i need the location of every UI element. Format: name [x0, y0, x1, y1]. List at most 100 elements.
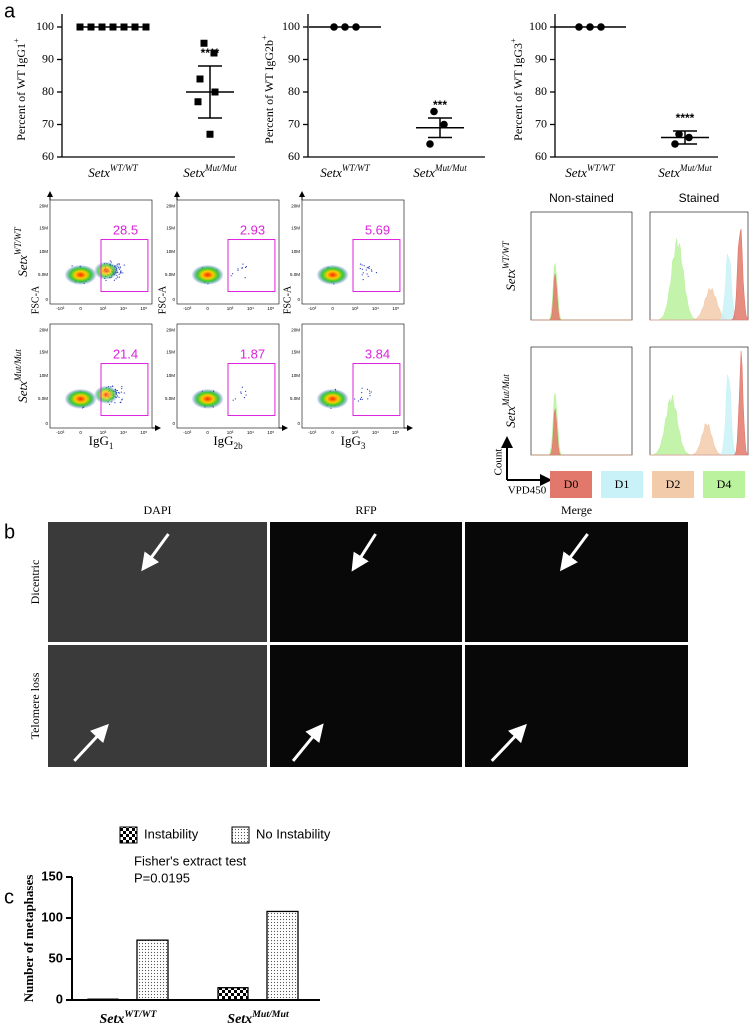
micrograph — [48, 522, 267, 642]
bar — [136, 939, 169, 1001]
row-label: SetxWT/WT — [501, 240, 518, 290]
x-tick-label: SetxMut/Mut — [658, 163, 712, 180]
micrograph — [48, 645, 267, 767]
event-dot — [231, 273, 234, 275]
legend-label: D1 — [615, 477, 630, 491]
event-dot — [120, 271, 122, 273]
density-blob — [64, 388, 97, 409]
label-sup: Mut/Mut — [679, 163, 712, 173]
plot-frame — [530, 211, 633, 321]
event-dot — [118, 396, 120, 398]
row-label: SetxMut/Mut — [13, 349, 30, 403]
x-tick-label: 10³ — [100, 306, 107, 311]
gate — [227, 363, 276, 417]
x-tick-label: 10⁴ — [247, 430, 254, 435]
bar — [266, 910, 299, 1001]
x-tick-label: -10³ — [183, 430, 192, 435]
event-dot — [109, 403, 111, 405]
event-dot — [241, 267, 243, 270]
x-axis-label: IgG1 — [89, 433, 114, 451]
gate — [227, 239, 276, 293]
y-tick-label: 15M — [39, 349, 48, 354]
event-dot — [117, 267, 119, 269]
x-tick-label: SetxMut/Mut — [183, 163, 237, 180]
arrow — [73, 723, 109, 762]
y-tick-label: 0 — [56, 991, 63, 1006]
label-sup: + — [12, 38, 21, 43]
x-tick-label: 10⁵ — [267, 306, 274, 311]
x-tick-label: 10³ — [352, 430, 359, 435]
significance: *** — [433, 98, 447, 112]
y-tick-label: 10M — [291, 249, 300, 254]
event-dot — [368, 266, 370, 268]
bar — [217, 987, 249, 1001]
y-axis-label: Count — [493, 449, 505, 476]
column-header: Merge — [561, 503, 592, 517]
event-dot — [361, 264, 363, 266]
y-tick-label: 80 — [42, 84, 54, 98]
legend-swatch — [119, 826, 138, 844]
x-tick-label: 0 — [206, 306, 209, 311]
y-tick-label: 5.0M — [165, 272, 175, 277]
label-sup: Mut/Mut — [434, 163, 467, 173]
x-tick-label: 0 — [331, 306, 334, 311]
micrograph — [270, 522, 462, 642]
event-dot — [369, 392, 371, 394]
y-axis-label: FSC-A — [30, 285, 41, 314]
y-tick-label: 80 — [288, 84, 300, 98]
y-tick-label: 90 — [288, 51, 300, 65]
row-label: SetxWT/WT — [13, 226, 30, 276]
event-dot — [109, 260, 111, 262]
x-tick-label: 10³ — [100, 430, 107, 435]
y-tick-label: 5.0M — [38, 272, 48, 277]
event-dot — [113, 279, 115, 281]
event-dot — [117, 265, 119, 267]
x-tick-label: 10³ — [227, 430, 234, 435]
density-blob — [64, 264, 97, 285]
y-tick-label: 0 — [172, 297, 175, 302]
x-tick-label: 10⁴ — [372, 306, 379, 311]
y-tick-label: 60 — [535, 149, 547, 163]
density-blob — [191, 388, 224, 409]
label-text: Setx — [503, 269, 518, 291]
label-text: Setx — [565, 165, 587, 180]
event-dot — [367, 267, 369, 269]
event-dot — [243, 397, 246, 399]
event-dot — [116, 263, 118, 265]
event-dot — [367, 398, 369, 400]
y-tick-label: 15M — [291, 349, 300, 354]
legend-swatch — [601, 471, 643, 498]
x-tick-label: 10⁴ — [120, 430, 127, 435]
event-dot — [118, 268, 120, 270]
column-header: Stained — [679, 191, 720, 205]
event-dot — [366, 273, 368, 275]
event-dot — [116, 389, 119, 392]
y-tick-label: 5.0M — [38, 396, 48, 401]
x-axis-label: VPD450 — [508, 485, 547, 497]
event-dot — [237, 268, 239, 270]
label-sup: WT/WT — [342, 163, 371, 173]
arrow — [141, 533, 170, 572]
y-tick-label: 15M — [166, 225, 175, 230]
event-dot — [361, 268, 363, 270]
density-blob — [94, 385, 119, 404]
event-dot — [244, 390, 247, 392]
column-header: Non-stained — [549, 191, 614, 205]
y-axis-label: FSC-A — [157, 285, 168, 314]
event-dot — [71, 265, 73, 267]
y-axis-label: Number of metaphases — [21, 875, 36, 1003]
y-tick-label: 90 — [535, 51, 547, 65]
y-tick-label: 5.0M — [290, 272, 300, 277]
micrograph — [270, 645, 462, 767]
event-dot — [362, 272, 364, 274]
label-sup: WT/WT — [13, 226, 23, 255]
x-tick-label: SetxWT/WT — [88, 163, 138, 180]
y-tick-label: 10M — [39, 373, 48, 378]
density-blob — [316, 264, 349, 285]
y-tick-label: 20M — [39, 203, 48, 208]
x-tick-label: 10³ — [227, 306, 234, 311]
event-dot — [365, 269, 367, 271]
label-sup: WT/WT — [124, 1009, 157, 1020]
x-axis-label: IgG2b — [213, 433, 243, 451]
event-dot — [370, 269, 372, 271]
